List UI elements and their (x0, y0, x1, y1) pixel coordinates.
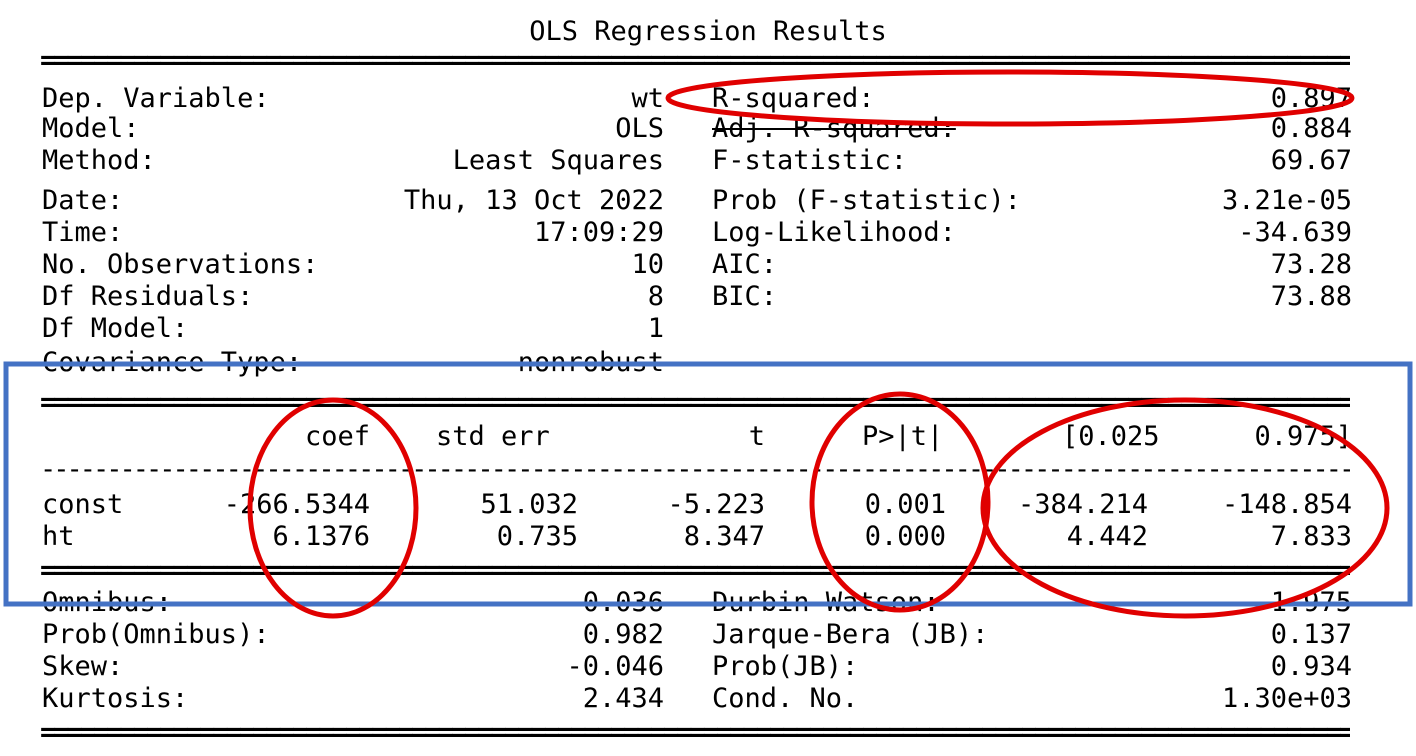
cell-coef: 6.1376 (272, 521, 370, 552)
diag-label: Prob(JB): (712, 651, 859, 682)
diag-label: Jarque-Bera (JB): (712, 619, 989, 650)
summary-label: Adj. R-squared: (712, 113, 956, 144)
diag-value: 0.036 (582, 587, 664, 618)
header-std-err: std err (436, 421, 550, 452)
summary-value: -34.639 (1238, 217, 1352, 248)
diag-value: 0.982 (582, 619, 664, 650)
summary-label: Date: (42, 185, 124, 216)
row-name: const (42, 489, 124, 520)
diag-label: Omnibus: (42, 587, 173, 618)
cell-t: -5.223 (667, 489, 765, 520)
double-rule: ========================================… (40, 388, 1350, 418)
row-name: ht (42, 521, 75, 552)
header-p-value: P>|t| (862, 421, 944, 452)
double-rule: ========================================… (40, 718, 1350, 748)
summary-value: 8 (647, 281, 664, 312)
summary-value: 0.884 (1270, 113, 1352, 144)
page-title: OLS Regression Results (529, 16, 887, 47)
summary-label: Model: (42, 113, 140, 144)
diag-value: -0.046 (566, 651, 664, 682)
summary-value: 10 (631, 249, 664, 280)
summary-value: OLS (615, 113, 664, 144)
summary-value: 1 (647, 313, 664, 344)
header-t: t (748, 421, 765, 452)
diag-label: Prob(Omnibus): (42, 619, 270, 650)
cell-ci-upper: 7.833 (1270, 521, 1352, 552)
summary-label: BIC: (712, 281, 778, 312)
single-rule: ----------------------------------------… (40, 455, 1350, 485)
summary-value: wt (631, 83, 664, 114)
summary-label: Method: (42, 145, 156, 176)
summary-label: Prob (F-statistic): (712, 185, 1021, 216)
summary-label: Log-Likelihood: (712, 217, 956, 248)
summary-label: Covariance Type: (42, 347, 303, 378)
summary-label: AIC: (712, 249, 778, 280)
summary-label: No. Observations: (42, 249, 319, 280)
header-ci-upper: 0.975] (1254, 421, 1352, 452)
summary-label: Dep. Variable: (42, 83, 270, 114)
diag-value: 1.975 (1270, 587, 1352, 618)
cell-p-value: 0.000 (864, 521, 946, 552)
summary-value: Thu, 13 Oct 2022 (403, 185, 664, 216)
cell-ci-upper: -148.854 (1221, 489, 1352, 520)
header-ci-lower: [0.025 (1062, 421, 1160, 452)
cell-coef: -266.5344 (223, 489, 370, 520)
diag-value: 1.30e+03 (1221, 683, 1352, 714)
summary-value: 17:09:29 (533, 217, 664, 248)
diag-value: 0.137 (1270, 619, 1352, 650)
summary-value: nonrobust (517, 347, 664, 378)
cell-p-value: 0.001 (864, 489, 946, 520)
summary-value: 73.28 (1270, 249, 1352, 280)
diag-label: Durbin-Watson: (712, 587, 940, 618)
double-rule: ========================================… (40, 556, 1350, 586)
summary-label: Time: (42, 217, 124, 248)
summary-value: 3.21e-05 (1221, 185, 1352, 216)
diag-label: Skew: (42, 651, 124, 682)
cell-t: 8.347 (683, 521, 765, 552)
summary-label: R-squared: (712, 83, 875, 114)
diag-value: 2.434 (582, 683, 664, 714)
header-coef: coef (304, 421, 370, 452)
diag-value: 0.934 (1270, 651, 1352, 682)
summary-value: 0.897 (1270, 83, 1352, 114)
diag-label: Kurtosis: (42, 683, 189, 714)
summary-value: 69.67 (1270, 145, 1352, 176)
cell-ci-lower: -384.214 (1017, 489, 1148, 520)
cell-ci-lower: 4.442 (1066, 521, 1148, 552)
summary-label: Df Model: (42, 313, 189, 344)
summary-value: Least Squares (452, 145, 664, 176)
diag-label: Cond. No. (712, 683, 859, 714)
cell-std-err: 0.735 (496, 521, 578, 552)
summary-label: Df Residuals: (42, 281, 254, 312)
double-rule: ========================================… (40, 46, 1350, 76)
summary-value: 73.88 (1270, 281, 1352, 312)
cell-std-err: 51.032 (480, 489, 578, 520)
summary-label: F-statistic: (712, 145, 908, 176)
